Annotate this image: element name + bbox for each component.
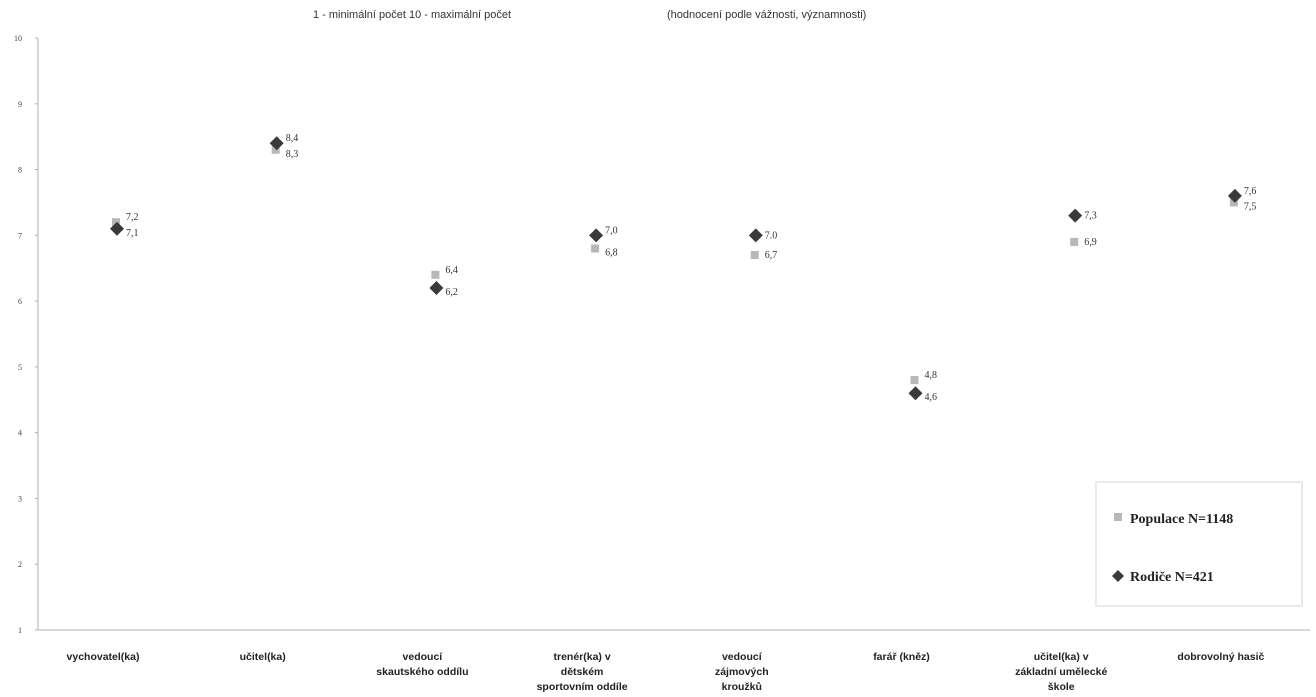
x-category-label: vedoucí [722,651,763,663]
legend-label-populace: Populace N=1148 [1130,512,1233,527]
populace-value-label: 7,2 [126,212,139,223]
x-axis-labels: vychovatel(ka) učitel(ka) vedoucí skautskéh… [67,651,1265,693]
x-category-label: dobrovolný hasič [1177,651,1264,663]
rodice-value-label: 7,0 [605,225,618,236]
x-category-label: dětském [561,666,604,678]
y-tick-label: 6 [18,297,22,306]
populace-value-label: 6,9 [1084,237,1097,248]
rodice-point [1227,188,1242,203]
y-tick-label: 1 [18,626,22,635]
legend-marker-rodice [1112,570,1124,582]
y-tick-label: 10 [14,34,22,43]
legend-label-rodice: Rodiče N=421 [1130,570,1214,585]
rodice-value-label: 6,2 [445,287,458,298]
populace-value-label: 4,8 [925,370,938,381]
y-tick-label: 8 [18,166,22,175]
x-category-label: skautského oddílu [376,666,468,678]
x-category-label: základní umělecké [1015,666,1107,678]
rodice-point [748,228,763,243]
x-category-label: farář (kněz) [873,651,930,663]
populace-point [750,251,759,260]
data-labels: 7,2 8,3 6,4 6,8 6,7 4,8 6,9 7,5 7,1 8,4 6,2 7,0 7.0 4… [126,133,1256,403]
rodice-value-label: 7,3 [1084,211,1097,222]
x-category-label: sportovním oddíle [537,681,628,693]
x-category-label: zájmových [715,666,769,678]
legend-marker-populace [1114,513,1122,521]
rodice-value-label: 7,6 [1244,186,1257,197]
populace-value-label: 6,8 [605,247,618,258]
populace-point [1070,237,1079,246]
populace-value-label: 7,5 [1244,201,1257,212]
populace-value-label: 8,3 [286,149,299,160]
x-category-label: učitel(ka) v [1034,651,1089,663]
populace-value-label: 6,7 [765,250,778,261]
populace-point [431,270,440,279]
y-tick-label: 5 [18,363,22,372]
x-category-label: kroužků [722,681,762,693]
populace-point [591,244,600,253]
x-category-label: trenér(ka) v [553,651,610,663]
x-category-label: učitel(ka) [240,651,286,663]
data-points [110,136,1242,401]
x-category-label: vychovatel(ka) [67,651,140,663]
y-tick-label: 2 [18,560,22,569]
rodice-value-label: 7.0 [765,230,778,241]
y-tick-label: 7 [18,231,22,240]
populace-value-label: 6,4 [445,265,458,276]
x-category-label: škole [1048,681,1075,693]
chart-subtitle: (hodnocení podle vážnosti, významnosti) [667,9,866,21]
rodice-point [908,386,923,401]
rodice-point [110,221,124,236]
y-tick-label: 9 [18,100,22,109]
legend-box [1095,481,1303,607]
rodice-point [1068,208,1083,223]
y-axis-ticks: 1 2 3 4 5 6 7 8 9 10 [14,34,38,635]
rodice-point [429,280,444,295]
legend: Populace N=1148 Rodiče N=421 [1095,481,1303,607]
rodice-value-label: 4,6 [925,392,938,403]
populace-point [112,218,120,227]
y-tick-label: 3 [18,494,22,503]
rodice-point [589,228,604,243]
chart-title: 1 - minimální počet 10 - maximální počet [313,9,511,21]
y-tick-label: 4 [18,429,22,438]
rodice-value-label: 7,1 [126,228,139,239]
populace-point [910,376,919,385]
rodice-value-label: 8,4 [286,133,299,144]
x-category-label: vedoucí [403,651,444,663]
populace-point [271,145,280,154]
rodice-point [269,136,284,151]
populace-point [1229,198,1238,207]
